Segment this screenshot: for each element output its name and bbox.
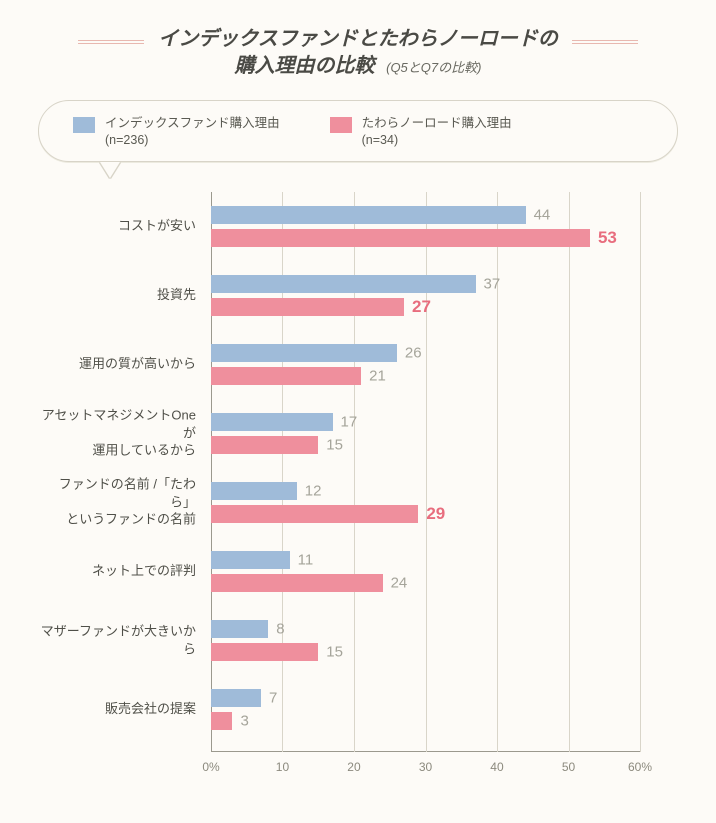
category-label: 運用の質が高いから (36, 355, 206, 373)
title-sub: (Q5とQ7の比較) (386, 60, 481, 75)
legend-tail (100, 162, 120, 178)
title-line-2-main: 購入理由の比較 (235, 55, 375, 77)
x-tick-label: 30 (419, 760, 432, 774)
title-row: インデックスファンドとたわらノーロードの 購入理由の比較 (Q5とQ7の比較) (0, 0, 716, 80)
x-tick-label: 60% (628, 760, 652, 774)
x-tick-label: 40 (490, 760, 503, 774)
bar-value-label: 21 (369, 367, 386, 384)
x-tick-label: 50 (562, 760, 575, 774)
bar-index (211, 551, 290, 569)
category-label: アセットマネジメントOneが運用しているから (36, 407, 206, 460)
legend-swatch-tawara (330, 117, 352, 133)
legend-item-tawara: たわらノーロード購入理由 (n=34) (330, 115, 512, 149)
bar-value-label: 7 (269, 689, 277, 706)
bar-index (211, 413, 333, 431)
grid-line (640, 192, 641, 752)
bar-value-label: 26 (405, 344, 422, 361)
bar-index (211, 482, 297, 500)
bar-index (211, 344, 397, 362)
bar-value-label: 27 (412, 297, 431, 317)
title-block: インデックスファンドとたわらノーロードの 購入理由の比較 (Q5とQ7の比較) (158, 26, 557, 80)
title-line-1: インデックスファンドとたわらノーロードの (158, 26, 557, 53)
title-deco-right (572, 40, 638, 43)
bar-tawara (211, 712, 232, 730)
bar-index (211, 275, 476, 293)
legend: インデックスファンド購入理由 (n=236) たわらノーロード購入理由 (n=3… (38, 100, 678, 162)
legend-label-tawara: たわらノーロード購入理由 (n=34) (362, 115, 512, 149)
bar-value-label: 15 (326, 643, 343, 660)
category-label: ファンドの名前 /「たわら」というファンドの名前 (36, 476, 206, 529)
title-line-2: 購入理由の比較 (Q5とQ7の比較) (158, 53, 557, 80)
bar-value-label: 24 (391, 574, 408, 591)
category-label: マザーファンドが大きいから (36, 623, 206, 658)
legend-item-index: インデックスファンド購入理由 (n=236) (73, 115, 280, 149)
legend-label-tawara-sub: (n=34) (362, 133, 398, 147)
legend-swatch-index (73, 117, 95, 133)
bar-tawara (211, 574, 383, 592)
bar-index (211, 689, 261, 707)
bar-value-label: 37 (484, 275, 501, 292)
bar-value-label: 15 (326, 436, 343, 453)
legend-label-index-sub: (n=236) (105, 133, 148, 147)
legend-label-index: インデックスファンド購入理由 (n=236) (105, 115, 280, 149)
chart-plot: 0%102030405060%4453372726211715122911248… (211, 192, 640, 752)
bar-tawara (211, 229, 590, 247)
x-tick-label: 0% (202, 760, 219, 774)
x-tick-label: 10 (276, 760, 289, 774)
title-deco-left (78, 40, 144, 43)
legend-bubble: インデックスファンド購入理由 (n=236) たわらノーロード購入理由 (n=3… (38, 100, 678, 162)
grid-line (569, 192, 570, 752)
bar-value-label: 53 (598, 228, 617, 248)
bar-value-label: 44 (534, 206, 551, 223)
category-label: コストが安い (36, 217, 206, 235)
bar-tawara (211, 643, 318, 661)
category-label: 投資先 (36, 286, 206, 304)
category-label: 販売会社の提案 (36, 700, 206, 718)
bar-value-label: 11 (298, 551, 314, 568)
bar-value-label: 8 (276, 620, 284, 637)
bar-value-label: 12 (305, 482, 322, 499)
x-tick-label: 20 (347, 760, 360, 774)
bar-value-label: 17 (341, 413, 358, 430)
category-label: ネット上での評判 (36, 562, 206, 580)
legend-label-index-main: インデックスファンド購入理由 (105, 116, 280, 130)
bar-index (211, 620, 268, 638)
chart: 0%102030405060%4453372726211715122911248… (36, 192, 680, 792)
bar-value-label: 29 (426, 504, 445, 524)
bar-value-label: 3 (240, 712, 248, 729)
bar-tawara (211, 505, 418, 523)
legend-label-tawara-main: たわらノーロード購入理由 (362, 116, 512, 130)
bar-tawara (211, 436, 318, 454)
bar-index (211, 206, 526, 224)
bar-tawara (211, 367, 361, 385)
bar-tawara (211, 298, 404, 316)
